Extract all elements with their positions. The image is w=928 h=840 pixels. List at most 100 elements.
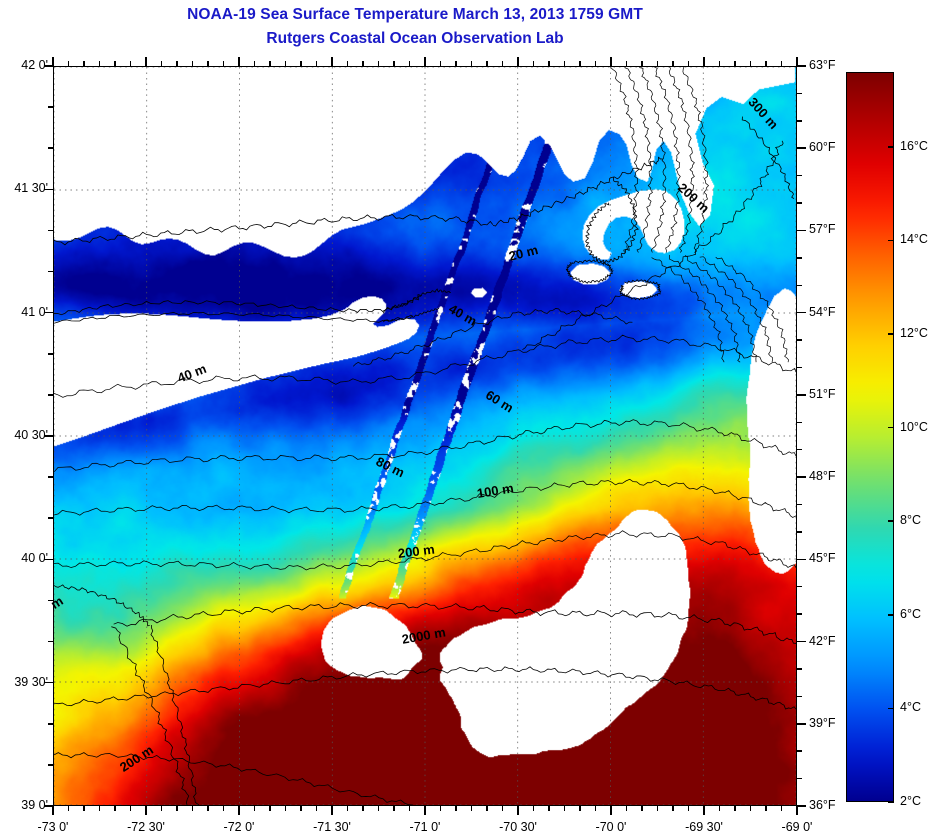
y-axis-tick-label: 42 0' xyxy=(21,58,48,72)
x-axis-minor-tick xyxy=(501,806,504,811)
bathymetry-contour-nantucket-shoals-2 xyxy=(684,255,757,363)
x-axis-top-tick xyxy=(579,61,581,66)
x-axis-top-tick xyxy=(703,57,705,66)
coastline-long-island-north xyxy=(54,295,422,316)
y-axis-minor-tick xyxy=(48,394,53,396)
y-axis-tick-label: 41 0' xyxy=(21,304,48,319)
x-axis-top-tick xyxy=(687,61,690,66)
x-axis-minor-tick xyxy=(765,806,767,811)
x-axis-top-tick xyxy=(424,57,426,66)
y-axis-right-minor-tick xyxy=(797,531,802,533)
y-axis-right-minor-tick xyxy=(797,284,802,286)
x-axis-top-tick xyxy=(67,61,70,66)
coastline-massachusetts xyxy=(492,156,663,227)
bathymetry-contour-nantucket-shoals-3 xyxy=(699,256,773,363)
colorbar-tick-label: 14°C xyxy=(900,232,928,247)
y-axis-minor-tick xyxy=(48,517,53,519)
x-axis-top-tick xyxy=(610,57,612,66)
x-axis-minor-tick xyxy=(269,806,271,811)
y-axis-right-tick xyxy=(797,805,806,807)
bathymetry-contour-georges-2 xyxy=(639,67,667,253)
x-axis-top-tick xyxy=(780,61,783,66)
y-axis-minor-tick xyxy=(48,229,53,232)
page-title: NOAA-19 Sea Surface Temperature March 13… xyxy=(187,6,643,23)
bathymetry-contour-nantucket-shoals-0 xyxy=(651,257,725,363)
x-axis-minor-tick xyxy=(129,806,132,811)
bathymetry-contour-nantucket-shoals-1 xyxy=(669,254,741,363)
coastline-long-island-south xyxy=(54,312,414,324)
colorbar-tick xyxy=(888,614,894,616)
bathymetry-contour-60m xyxy=(54,419,796,473)
x-axis-top-tick xyxy=(300,61,302,66)
x-axis-top-tick xyxy=(191,61,194,66)
x-axis-minor-tick xyxy=(67,806,70,811)
y-axis-right-minor-tick xyxy=(797,120,802,122)
x-axis-top-tick xyxy=(98,61,101,66)
coastline-nantucket xyxy=(618,279,662,301)
x-axis-tick-label: -73 0' xyxy=(37,820,69,834)
y-axis-right-minor-tick xyxy=(797,448,802,451)
x-axis-tick-label: -72 0' xyxy=(223,820,255,834)
x-axis-minor-tick xyxy=(176,806,178,811)
y-axis-right-tick-label: 48°F xyxy=(809,469,836,484)
y-axis-minor-tick xyxy=(48,640,53,643)
x-axis-minor-tick xyxy=(300,806,302,811)
bathymetry-contour-200m-sw xyxy=(111,626,190,805)
y-axis-tick xyxy=(44,681,53,684)
y-axis-tick-label: 40 30' xyxy=(14,428,48,442)
y-axis-right-tick xyxy=(797,229,806,232)
coastline-bathymetry-overlay xyxy=(54,67,796,805)
colorbar-tick xyxy=(888,520,894,522)
y-axis-right-minor-tick xyxy=(797,668,802,670)
x-axis-top-tick xyxy=(377,61,380,66)
y-axis-tick xyxy=(44,805,53,807)
x-axis-top-tick xyxy=(734,61,736,66)
coastline-marthas-vineyard xyxy=(565,259,614,284)
y-axis-tick xyxy=(44,558,53,561)
x-axis-top-tick xyxy=(501,61,504,66)
y-axis-right-minor-tick xyxy=(797,174,802,177)
x-axis-minor-tick xyxy=(222,806,225,811)
y-axis-right-tick-label: 63°F xyxy=(809,58,836,72)
bathymetry-contour-2000m xyxy=(54,666,796,710)
map-plot-area[interactable] xyxy=(53,66,797,806)
x-axis-minor-tick xyxy=(377,806,380,811)
colorbar-tick-label: 8°C xyxy=(900,513,921,528)
x-axis-minor-tick xyxy=(346,806,349,811)
x-axis-top-tick xyxy=(129,61,132,66)
x-axis-top-tick xyxy=(532,61,535,66)
y-axis-right-minor-tick xyxy=(797,257,802,259)
x-axis-minor-tick xyxy=(625,806,628,811)
y-axis-minor-tick xyxy=(48,764,53,766)
x-axis-top-tick xyxy=(563,61,566,66)
coastline-cape-cod xyxy=(585,177,640,266)
x-axis-top-tick xyxy=(656,61,659,66)
x-axis-minor-tick xyxy=(393,806,395,811)
y-axis-minor-tick xyxy=(48,106,53,108)
x-axis-tick-label: -69 30' xyxy=(685,820,723,834)
x-axis-top-tick xyxy=(796,57,798,66)
x-axis-minor-tick xyxy=(362,806,364,811)
y-axis-minor-tick xyxy=(48,147,53,149)
y-axis-right-tick-label: 54°F xyxy=(809,304,836,319)
x-axis-minor-tick xyxy=(207,806,209,811)
y-axis-right-minor-tick xyxy=(797,585,802,588)
y-axis-right-tick xyxy=(797,394,806,396)
x-axis-minor-tick xyxy=(439,806,442,811)
x-axis-top-tick xyxy=(718,61,721,66)
x-axis-tick xyxy=(517,806,519,815)
x-axis-minor-tick xyxy=(563,806,566,811)
x-axis-tick xyxy=(610,806,612,815)
x-axis-top-tick xyxy=(207,61,209,66)
y-axis-tick xyxy=(44,188,53,191)
y-axis-tick-label: 39 30' xyxy=(14,674,48,689)
page-subtitle: Rutgers Coastal Ocean Observation Lab xyxy=(266,30,564,47)
x-axis-top-tick xyxy=(114,61,116,66)
x-axis-minor-tick xyxy=(98,806,101,811)
x-axis-minor-tick xyxy=(253,806,256,811)
y-axis-tick xyxy=(44,435,53,437)
y-axis-right-minor-tick xyxy=(797,202,802,204)
x-axis-top-tick xyxy=(284,61,287,66)
y-axis-tick xyxy=(44,65,53,67)
y-axis-right-minor-tick xyxy=(797,503,802,506)
